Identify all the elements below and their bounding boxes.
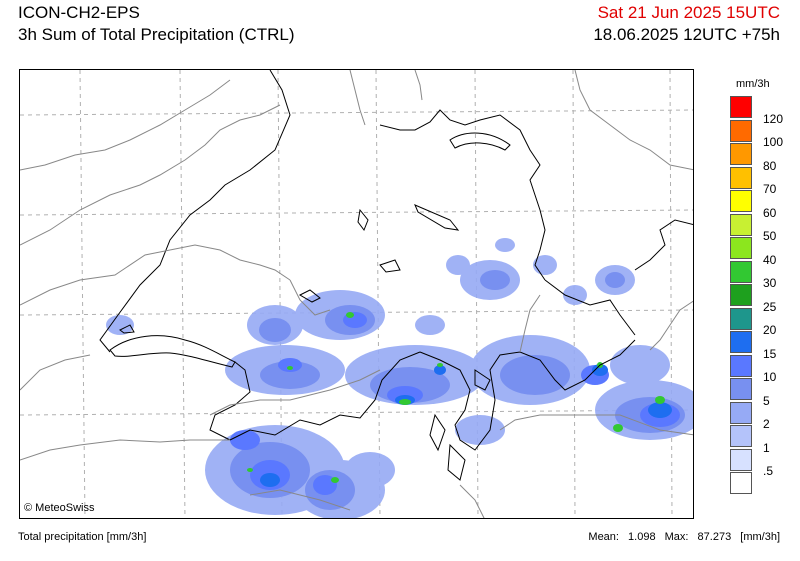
legend-tick-label: 20: [763, 323, 777, 337]
footer-variable: Total precipitation [mm/3h]: [18, 531, 147, 543]
legend-unit: mm/3h: [736, 78, 770, 90]
legend-tick-label: 40: [763, 252, 777, 267]
footer-stats: Mean: 1.098 Max: 87.273 [mm/3h]: [582, 531, 780, 543]
legend-swatch: [730, 331, 752, 353]
legend-tick-label: 50: [763, 229, 777, 243]
stats-unit: [mm/3h]: [740, 531, 780, 543]
mean-value: 1.098: [628, 531, 656, 543]
legend-tick-label: 30: [763, 276, 777, 290]
lake-outlines: [109, 132, 511, 481]
legend-swatch: [730, 143, 752, 165]
legend-tick-label: 100: [763, 135, 784, 149]
legend-swatch: [730, 260, 752, 283]
legend-swatch: [730, 96, 752, 118]
mean-label: Mean:: [588, 531, 619, 543]
max-value: 87.273: [697, 531, 732, 543]
legend-swatch: [730, 213, 752, 236]
legend-swatch: [730, 119, 752, 142]
legend-tick-label: 80: [763, 158, 777, 173]
legend-swatch: [730, 401, 752, 424]
legend-swatch: [730, 284, 752, 306]
legend-tick-label: 15: [763, 346, 777, 361]
precipitation-field: [106, 238, 693, 518]
legend-tick-label: 1: [763, 440, 770, 455]
legend-swatch: [730, 307, 752, 330]
legend-tick-label: 120: [763, 111, 784, 126]
country-borders: [99, 70, 693, 451]
precipitation-map[interactable]: [19, 69, 694, 519]
legend-tick-label: 5: [763, 393, 770, 408]
valid-time: Sat 21 Jun 2025 15UTC: [597, 3, 780, 22]
legend-tick-label: 10: [763, 370, 777, 384]
copyright-label: © MeteoSwiss: [24, 502, 95, 514]
legend-swatch: [730, 354, 752, 377]
legend-tick-label: 60: [763, 205, 777, 220]
legend-swatch: [730, 472, 752, 494]
legend-swatch: [730, 378, 752, 400]
legend-swatch: [730, 425, 752, 447]
map-canvas: [20, 70, 693, 518]
legend-tick-label: 2: [763, 417, 770, 431]
run-time: 18.06.2025 12UTC +75h: [593, 25, 780, 44]
max-label: Max:: [664, 531, 689, 543]
legend-swatch: [730, 166, 752, 189]
legend-tick-label: 25: [763, 299, 777, 314]
legend-swatch: [730, 237, 752, 259]
model-title: ICON-CH2-EPS: [18, 3, 140, 22]
region-lines: [20, 70, 693, 518]
legend-tick-label: .5: [763, 464, 774, 478]
legend-tick-label: 70: [763, 182, 777, 196]
legend-swatch: [730, 448, 752, 471]
product-title: 3h Sum of Total Precipitation (CTRL): [18, 25, 295, 44]
legend-swatch: [730, 190, 752, 212]
